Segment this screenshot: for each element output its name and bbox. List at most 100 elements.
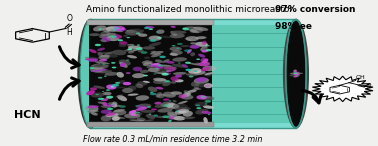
Ellipse shape [294,75,299,77]
Ellipse shape [123,35,128,37]
Circle shape [149,28,153,30]
Ellipse shape [85,58,98,61]
Ellipse shape [102,68,108,70]
Ellipse shape [185,38,192,41]
Ellipse shape [188,68,202,74]
Circle shape [150,92,153,93]
Ellipse shape [155,87,163,89]
Ellipse shape [163,59,170,63]
FancyArrowPatch shape [302,91,321,103]
Ellipse shape [94,64,103,68]
Ellipse shape [194,70,206,75]
Ellipse shape [91,93,104,98]
Ellipse shape [174,112,183,115]
Ellipse shape [142,61,148,64]
Ellipse shape [112,116,125,119]
Ellipse shape [113,34,122,39]
Ellipse shape [106,36,119,41]
Ellipse shape [186,36,199,41]
Circle shape [185,62,191,64]
Ellipse shape [93,86,105,89]
Ellipse shape [162,65,174,69]
Ellipse shape [153,78,166,81]
Ellipse shape [200,46,208,51]
Circle shape [184,49,191,52]
Ellipse shape [146,114,155,119]
Ellipse shape [101,110,112,114]
Ellipse shape [198,54,205,58]
Ellipse shape [112,110,127,115]
Ellipse shape [149,36,162,41]
Ellipse shape [190,42,198,45]
Ellipse shape [296,72,299,74]
Ellipse shape [131,110,136,116]
Circle shape [189,76,194,78]
Ellipse shape [150,93,160,95]
Ellipse shape [296,73,300,74]
Text: HCN: HCN [14,110,40,120]
Circle shape [113,29,117,31]
Circle shape [127,49,130,50]
Ellipse shape [296,74,300,75]
Ellipse shape [200,96,211,99]
Circle shape [111,104,114,105]
Ellipse shape [158,65,173,67]
Ellipse shape [143,81,150,83]
Ellipse shape [105,72,118,76]
Ellipse shape [132,73,145,78]
Ellipse shape [164,73,171,75]
Ellipse shape [149,63,160,68]
Circle shape [196,59,200,60]
Bar [90,20,296,25]
Ellipse shape [99,34,110,39]
Ellipse shape [108,105,121,107]
Ellipse shape [181,95,194,100]
Ellipse shape [175,74,182,78]
Ellipse shape [102,92,112,95]
Ellipse shape [175,109,186,114]
Ellipse shape [155,116,167,118]
Ellipse shape [294,72,300,74]
Circle shape [143,75,148,76]
Ellipse shape [293,72,297,74]
Ellipse shape [127,86,136,91]
Circle shape [163,115,169,118]
Text: N: N [367,84,371,89]
Ellipse shape [137,81,148,86]
Ellipse shape [203,72,212,77]
Ellipse shape [146,65,155,68]
Ellipse shape [293,74,296,75]
Ellipse shape [292,73,297,74]
Ellipse shape [163,92,176,98]
Circle shape [101,98,104,99]
Ellipse shape [155,92,162,97]
Ellipse shape [158,68,171,73]
Ellipse shape [129,110,136,113]
Ellipse shape [114,109,125,112]
Ellipse shape [163,98,169,101]
Ellipse shape [144,61,153,64]
Circle shape [127,48,132,50]
Circle shape [114,27,120,29]
Ellipse shape [294,73,299,75]
Ellipse shape [195,63,200,65]
Ellipse shape [113,26,125,31]
Ellipse shape [141,110,155,113]
Ellipse shape [166,115,180,120]
Ellipse shape [160,101,175,108]
Ellipse shape [149,65,159,67]
Ellipse shape [129,28,142,33]
Ellipse shape [180,45,190,47]
Ellipse shape [148,67,160,72]
Ellipse shape [113,50,126,55]
Ellipse shape [111,117,121,120]
Circle shape [176,48,179,49]
Ellipse shape [184,92,191,97]
Ellipse shape [102,102,108,106]
Ellipse shape [203,117,208,124]
Bar [88,25,212,122]
Circle shape [201,96,205,98]
Ellipse shape [294,73,297,75]
Ellipse shape [143,62,153,66]
Ellipse shape [161,94,177,97]
